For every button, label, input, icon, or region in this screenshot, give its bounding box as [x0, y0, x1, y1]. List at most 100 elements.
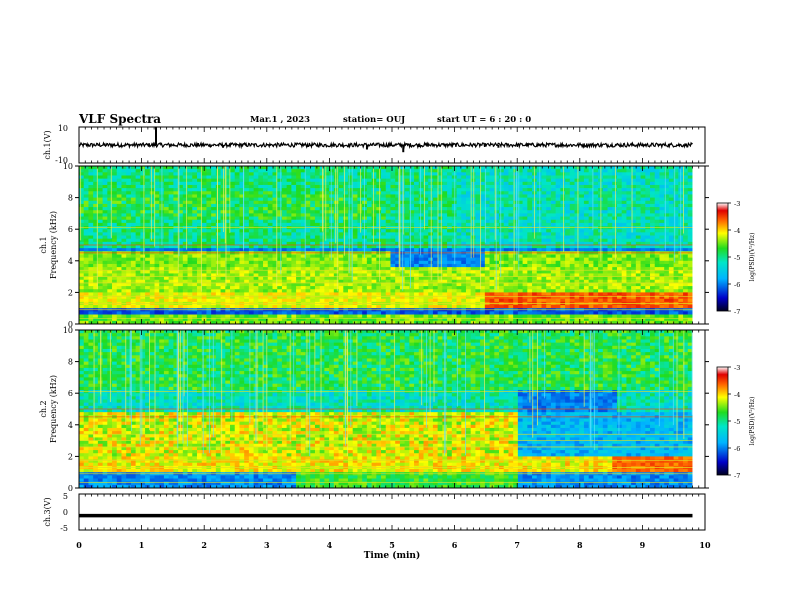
- spectrogram-cell: [296, 219, 302, 224]
- spectrogram-cell: [395, 184, 401, 189]
- spectrogram-cell: [244, 238, 250, 243]
- spectrogram-cell: [97, 238, 103, 243]
- spectrogram-cell: [196, 235, 203, 240]
- spectrogram-cell: [461, 229, 467, 233]
- spectrogram-cell: [347, 260, 354, 265]
- spectrogram-cell: [102, 197, 108, 202]
- spectrogram-cell: [550, 254, 557, 259]
- spectrogram-cell: [206, 232, 212, 236]
- spectrogram-cell: [178, 248, 184, 252]
- spectrogram-cell: [352, 270, 358, 274]
- spectrogram-cell: [484, 191, 490, 195]
- spectrogram-cell: [654, 216, 660, 221]
- spectrogram-cell: [154, 169, 160, 173]
- spectrogram-cell: [182, 263, 188, 268]
- spectrogram-cell: [192, 166, 198, 170]
- spectrogram-cell: [135, 229, 141, 233]
- spectrogram-cell: [598, 276, 604, 281]
- spectrogram-cell: [423, 229, 429, 233]
- spectrogram-cell: [418, 191, 424, 195]
- spectrogram-cell: [612, 210, 618, 214]
- spectrogram-cell: [79, 229, 85, 233]
- spectrogram-cell: [281, 260, 288, 265]
- spectrogram-cell: [635, 166, 641, 170]
- spectrogram-cell: [272, 213, 278, 217]
- spectrogram-cell: [140, 248, 146, 252]
- spectrogram-cell: [258, 216, 264, 221]
- spectrogram-cell: [244, 257, 250, 262]
- spectrogram-cell: [154, 229, 160, 233]
- spectrogram-cell: [239, 229, 245, 233]
- spectrogram-cell: [550, 213, 557, 217]
- spectrogram-cell: [565, 229, 571, 233]
- spectrogram-cell: [654, 219, 660, 224]
- spectrogram-cell: [116, 200, 122, 205]
- spectrogram-cell: [371, 241, 377, 246]
- spectrogram-cell: [541, 245, 547, 249]
- spectrogram-cell: [192, 219, 198, 224]
- spectrogram-cell: [324, 254, 330, 259]
- spectrogram-cell: [88, 267, 94, 271]
- spectrogram-cell: [381, 222, 387, 227]
- spectrogram-cell: [480, 257, 486, 262]
- spectrogram-cell: [192, 222, 198, 227]
- spectrogram-cell: [211, 181, 217, 186]
- spectrogram-cell: [465, 172, 472, 176]
- spectrogram-cell: [447, 219, 453, 224]
- spectrogram-cell: [668, 169, 674, 173]
- spectrogram-cell: [234, 191, 240, 195]
- spectrogram-cell: [112, 184, 118, 189]
- spectrogram-cell: [324, 238, 330, 243]
- spectrogram-cell: [291, 188, 297, 192]
- spectrogram-cell: [640, 241, 646, 246]
- spectrogram-cell: [631, 175, 637, 180]
- spectrogram-cell: [631, 178, 637, 183]
- spectrogram-cell: [513, 181, 519, 186]
- spectrogram-cell: [621, 260, 627, 265]
- spectrogram-cell: [602, 273, 608, 277]
- spectrogram-cell: [602, 197, 608, 202]
- spectrogram-cell: [414, 257, 420, 262]
- spectrogram-cell: [621, 191, 627, 195]
- spectrogram-cell: [423, 200, 429, 205]
- spectrogram-cell: [173, 286, 179, 290]
- spectrogram-cell: [173, 267, 179, 271]
- spectrogram-cell: [263, 254, 269, 259]
- spectrogram-cell: [154, 175, 160, 180]
- spectrogram-cell: [253, 175, 259, 180]
- ch1-ytick-bottom: -10: [55, 156, 68, 165]
- spectrogram-cell: [130, 213, 137, 217]
- spectrogram-cell: [281, 219, 288, 224]
- spectrogram-cell: [494, 219, 500, 224]
- spectrogram-cell: [187, 166, 193, 170]
- spectrogram-cell: [536, 188, 542, 192]
- spectrogram-cell: [650, 172, 656, 176]
- spectrogram-cell: [683, 169, 689, 173]
- spectrogram-cell: [664, 267, 670, 271]
- spectrogram-cell: [442, 279, 448, 284]
- spectrogram-cell: [414, 197, 420, 202]
- spectrogram-cell: [522, 232, 528, 236]
- spectrogram-cell: [574, 169, 580, 173]
- spectrogram-cell: [527, 172, 533, 176]
- spectrogram-cell: [565, 263, 571, 268]
- spectrogram-cell: [583, 197, 590, 202]
- spectrogram-cell: [140, 222, 146, 227]
- spectrogram-cell: [333, 248, 339, 252]
- spectrogram-cell: [206, 263, 212, 268]
- spectrogram-cell: [230, 181, 236, 186]
- spectrogram-cell: [135, 279, 141, 284]
- spectrogram-cell: [130, 248, 137, 252]
- spectrogram-cell: [640, 200, 646, 205]
- spectrogram-cell: [536, 219, 542, 224]
- spectrogram-cell: [305, 216, 311, 221]
- spectrogram-cell: [314, 184, 321, 189]
- spectrogram-cell: [683, 254, 689, 259]
- spectrogram-cell: [607, 282, 613, 287]
- spectrogram-cell: [121, 184, 127, 189]
- spectrogram-cell: [612, 172, 618, 176]
- spectrogram-cell: [626, 270, 632, 274]
- spectrogram-cell: [465, 181, 472, 186]
- spectrogram-cell: [470, 282, 476, 287]
- spectrogram-cell: [371, 248, 377, 252]
